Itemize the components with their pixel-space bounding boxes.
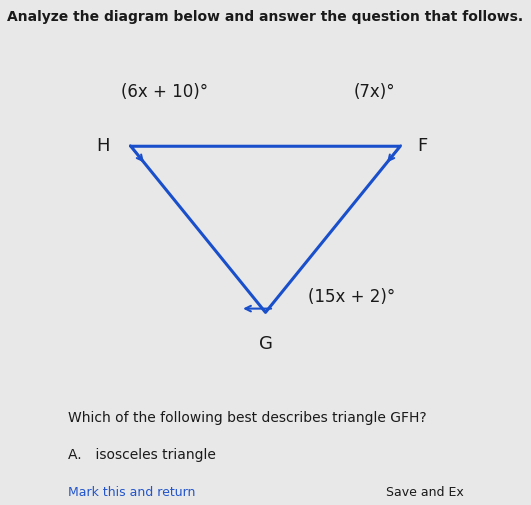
Text: (15x + 2)°: (15x + 2)° [307,288,395,306]
Text: G: G [259,335,272,353]
Text: F: F [417,137,427,155]
Text: H: H [96,137,110,155]
Text: Which of the following ​best​ describes triangle GFH?: Which of the following ​best​ describes … [68,411,426,425]
Text: (6x + 10)°: (6x + 10)° [121,83,208,101]
Text: A. isosceles triangle: A. isosceles triangle [68,448,216,462]
Text: Mark this and return: Mark this and return [68,486,195,499]
Text: Analyze the diagram below and answer the question that follows.: Analyze the diagram below and answer the… [7,10,524,24]
Text: (7x)°: (7x)° [354,83,396,101]
Text: Save and Ex: Save and Ex [386,486,463,499]
